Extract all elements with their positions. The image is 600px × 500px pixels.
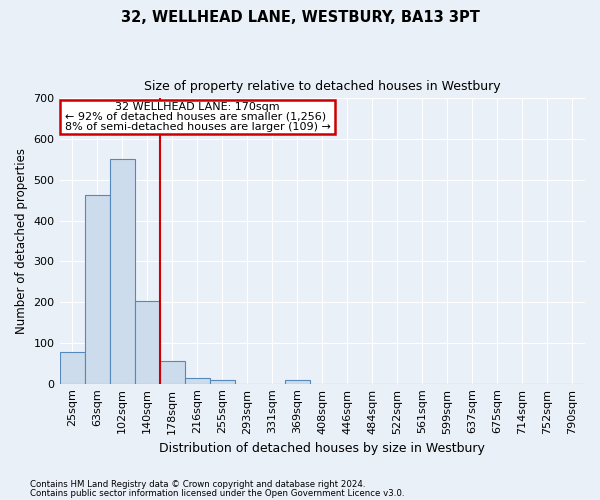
Bar bbox=[160, 362, 185, 384]
Bar bbox=[85, 196, 110, 384]
Text: Contains HM Land Registry data © Crown copyright and database right 2024.: Contains HM Land Registry data © Crown c… bbox=[30, 480, 365, 489]
Bar bbox=[110, 159, 134, 384]
Title: Size of property relative to detached houses in Westbury: Size of property relative to detached ho… bbox=[144, 80, 500, 93]
Bar bbox=[59, 352, 85, 384]
Bar bbox=[209, 380, 235, 384]
Bar bbox=[285, 380, 310, 384]
Text: 8% of semi-detached houses are larger (109) →: 8% of semi-detached houses are larger (1… bbox=[65, 122, 331, 132]
Text: 32 WELLHEAD LANE: 170sqm: 32 WELLHEAD LANE: 170sqm bbox=[115, 102, 280, 112]
FancyBboxPatch shape bbox=[59, 100, 335, 134]
Bar bbox=[134, 301, 160, 384]
Text: Contains public sector information licensed under the Open Government Licence v3: Contains public sector information licen… bbox=[30, 488, 404, 498]
Text: 32, WELLHEAD LANE, WESTBURY, BA13 3PT: 32, WELLHEAD LANE, WESTBURY, BA13 3PT bbox=[121, 10, 479, 25]
Y-axis label: Number of detached properties: Number of detached properties bbox=[15, 148, 28, 334]
Bar bbox=[185, 378, 209, 384]
Text: ← 92% of detached houses are smaller (1,256): ← 92% of detached houses are smaller (1,… bbox=[65, 112, 326, 122]
X-axis label: Distribution of detached houses by size in Westbury: Distribution of detached houses by size … bbox=[160, 442, 485, 455]
